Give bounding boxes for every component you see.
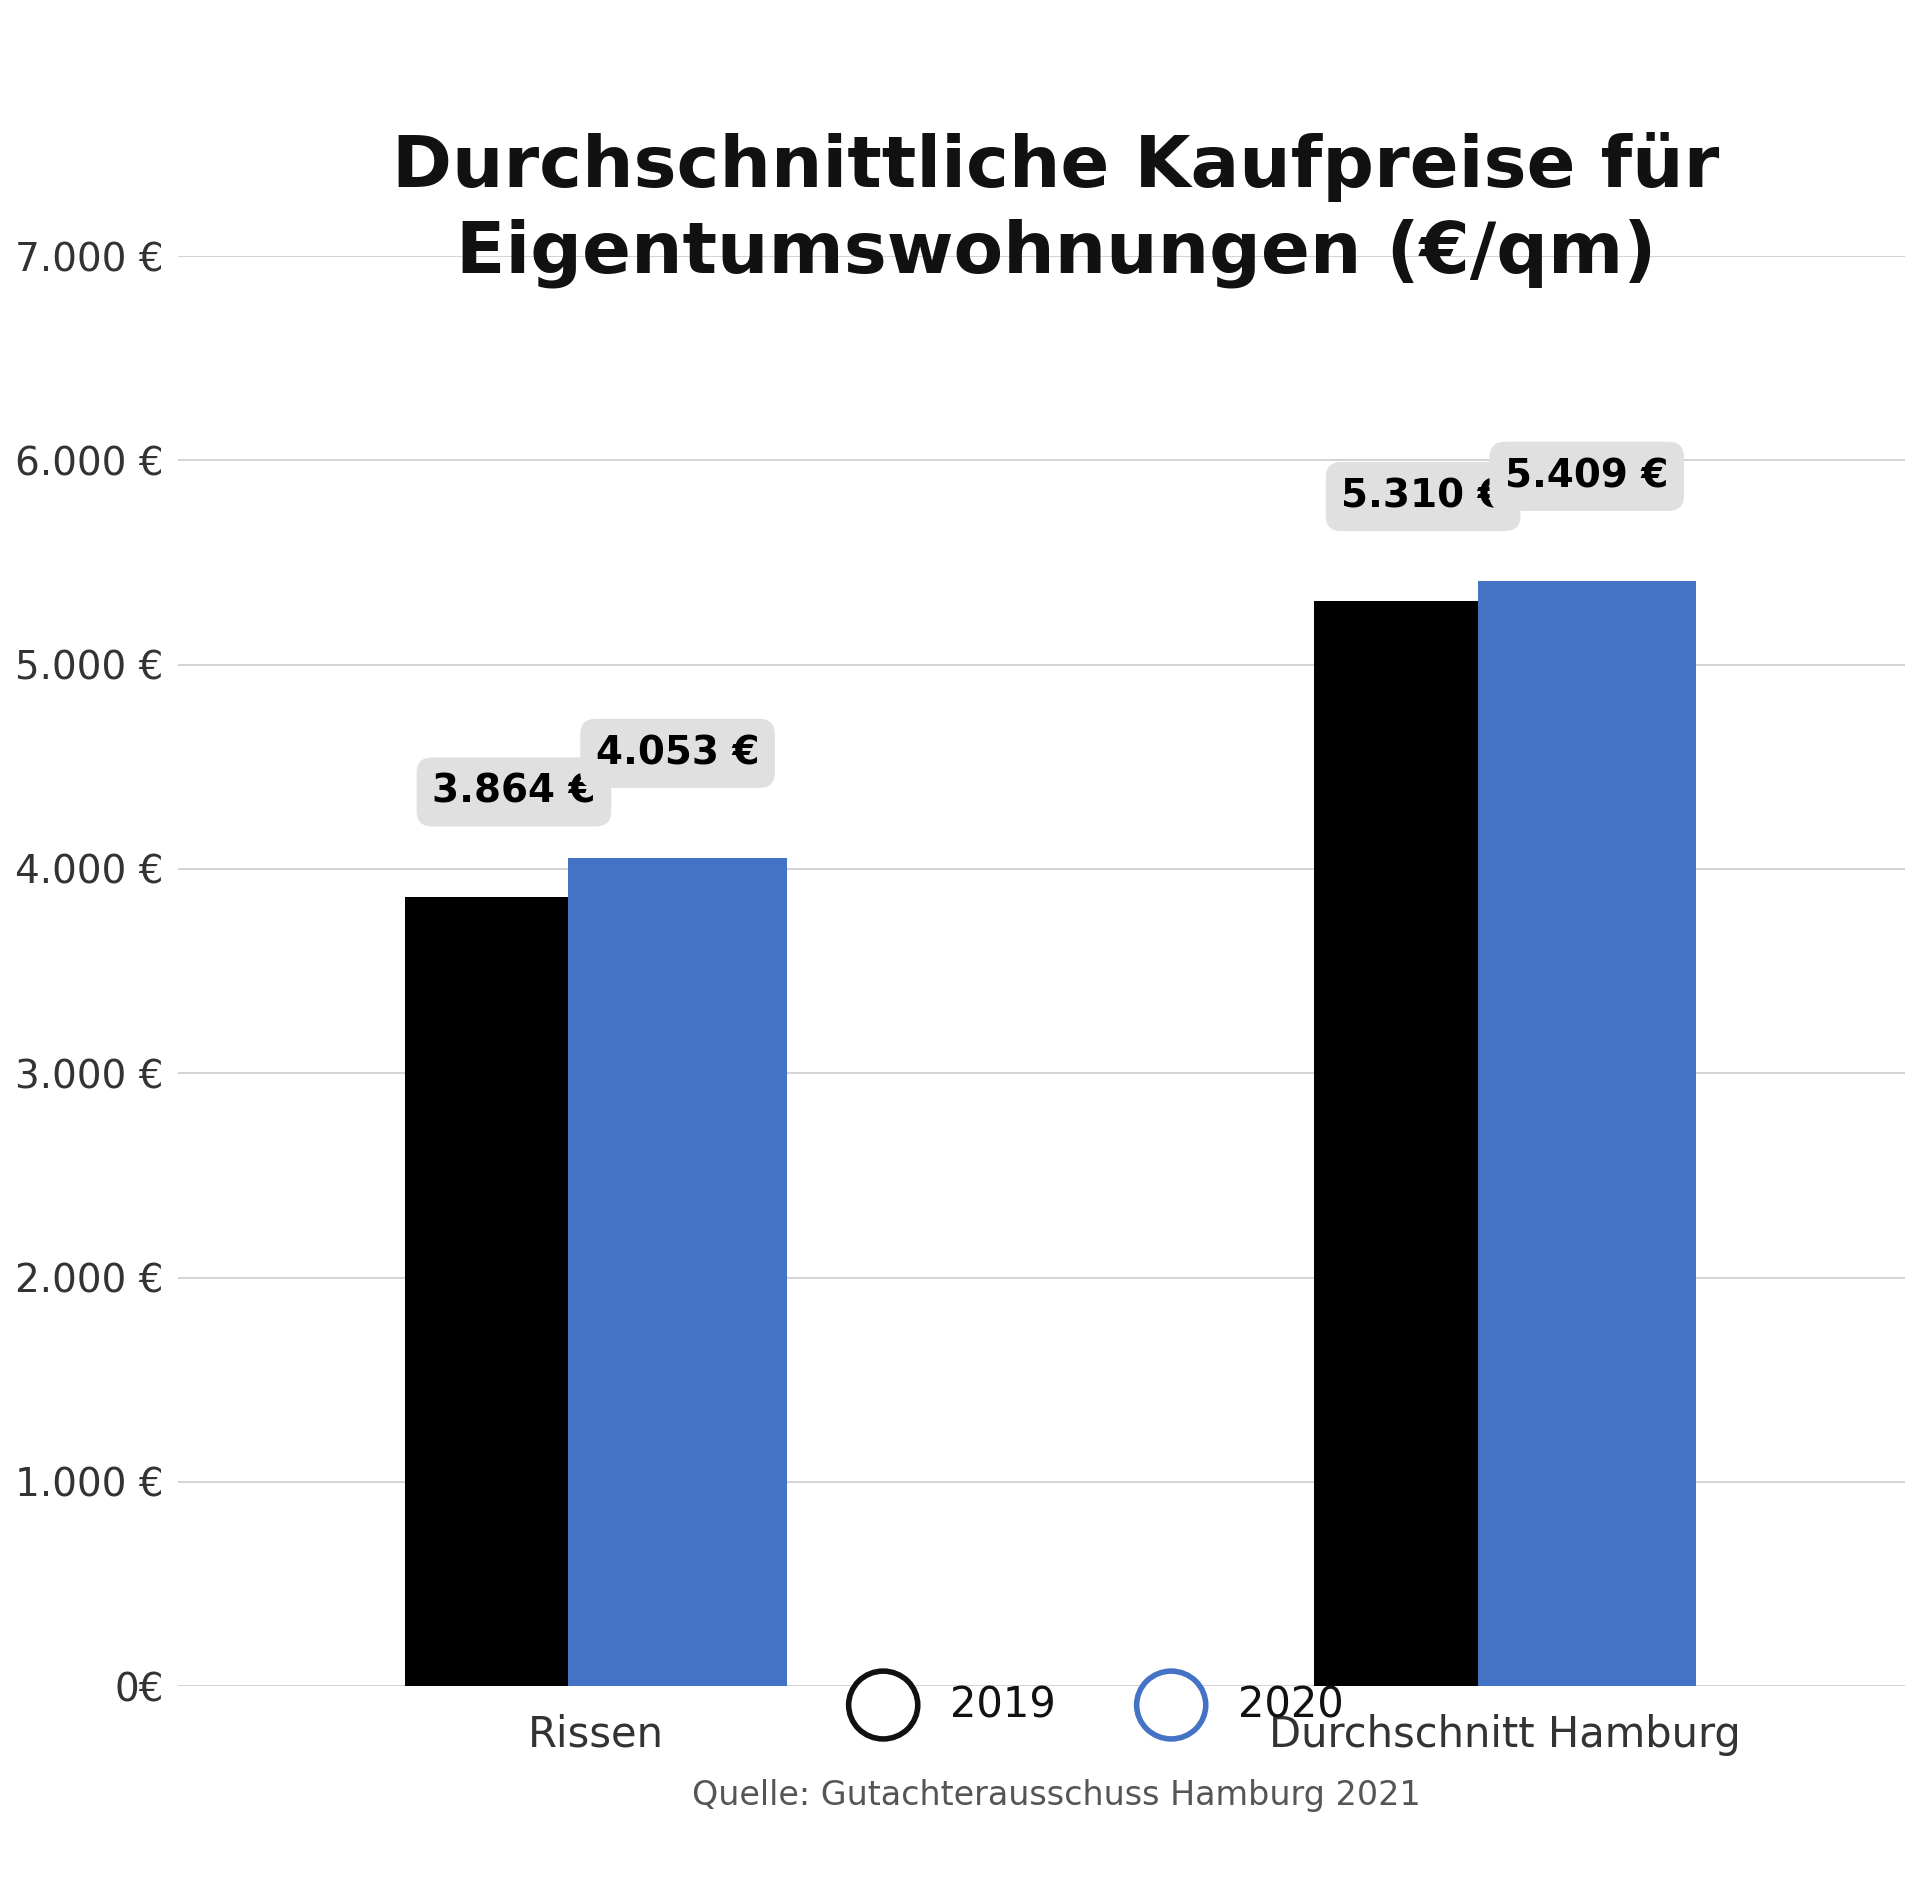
Bar [1478, 580, 1695, 1686]
Bar [1313, 601, 1532, 1686]
Text: 4.053 €: 4.053 € [595, 735, 758, 855]
Text: Durchschnittliche Kaufpreise für
Eigentumswohnungen (€/qm): Durchschnittliche Kaufpreise für Eigentu… [392, 132, 1720, 288]
Bar [405, 897, 622, 1686]
Text: Quelle: Gutachterausschuss Hamburg 2021: Quelle: Gutachterausschuss Hamburg 2021 [691, 1778, 1421, 1812]
Text: 2019: 2019 [950, 1684, 1056, 1726]
Text: 5.409 €: 5.409 € [1505, 458, 1668, 578]
Text: 2020: 2020 [1238, 1684, 1344, 1726]
Bar [568, 857, 787, 1686]
Text: 5.310 €: 5.310 € [1342, 477, 1505, 599]
Text: 3.864 €: 3.864 € [432, 772, 595, 895]
